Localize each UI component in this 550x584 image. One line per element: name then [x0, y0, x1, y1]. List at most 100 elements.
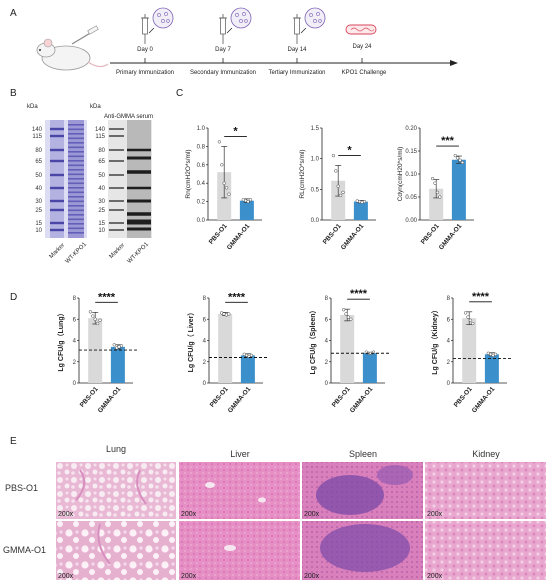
- significance-label: ****: [472, 291, 490, 303]
- y-tick-label: 0.05: [405, 195, 417, 201]
- magnification-label: 200x: [427, 511, 443, 518]
- gel-band: [68, 142, 84, 144]
- gel-band: [68, 205, 84, 207]
- blot-band: [127, 148, 151, 152]
- y-tick-label: 4: [447, 339, 451, 345]
- gel-band: [68, 200, 84, 203]
- gel-band: [68, 191, 84, 194]
- y-tick-label: 0.2: [197, 200, 206, 206]
- blot-band: [127, 199, 151, 203]
- data-point: [220, 163, 224, 167]
- y-axis-label: Lg CFU/g（Spleen）: [309, 306, 317, 374]
- gel-band: [68, 146, 84, 149]
- data-point: [453, 153, 457, 158]
- significance-label: ****: [350, 288, 368, 300]
- stage-label: Primary Immunization: [116, 70, 174, 76]
- y-tick-label: 2: [447, 360, 451, 366]
- bacteria-capsule-icon: [345, 24, 377, 35]
- magnification-label: 200x: [181, 511, 197, 518]
- data-point: [341, 190, 345, 195]
- histology-image-lung-gmma: 200x: [56, 521, 176, 580]
- y-axis-label: Lg CFU/g（Lung）: [57, 309, 65, 371]
- data-point: [246, 199, 250, 204]
- bacteria-dish-icon: [300, 7, 326, 34]
- y-tick-label: 4: [203, 339, 207, 345]
- bar: [331, 180, 346, 220]
- histology-column-title: Kidney: [472, 449, 500, 459]
- panel-b-letter: B: [10, 88, 17, 99]
- category-label: GMMA-O1: [349, 385, 375, 414]
- histology-column-title: Liver: [230, 449, 250, 459]
- gel-band: [68, 209, 84, 212]
- category-label: GMMA-O1: [471, 385, 497, 414]
- western-blot: [108, 120, 152, 238]
- gel-band: [50, 199, 64, 203]
- lane-label: WT-KPO1: [65, 241, 89, 265]
- category-label: GMMA-O1: [226, 222, 252, 251]
- y-tick-label: 0.00: [405, 218, 417, 224]
- blot-band: [109, 200, 124, 202]
- gel-band: [50, 148, 64, 152]
- category-label: PBS-O1: [209, 385, 230, 408]
- data-point: [119, 344, 124, 348]
- gel-band: [68, 124, 84, 126]
- kda-label: kDa: [27, 104, 38, 110]
- mouse-icon: [36, 25, 109, 71]
- kda-tick-label: 40: [98, 186, 105, 192]
- blot-band: [109, 229, 124, 231]
- y-tick-label: 0.20: [405, 126, 417, 132]
- histology-image-spleen-gmma: 200x: [302, 521, 423, 580]
- gel-band: [50, 221, 64, 225]
- y-tick-label: 8: [447, 296, 451, 302]
- kda-tick-label: 30: [35, 199, 42, 205]
- gel-band: [68, 223, 84, 225]
- magnification-label: 200x: [181, 573, 197, 580]
- data-point: [435, 190, 440, 195]
- y-tick-label: 0: [447, 381, 451, 387]
- panel-a: A: [10, 7, 458, 76]
- gel-band: [68, 232, 84, 234]
- y-tick-label: 0.5: [311, 187, 320, 193]
- stage-label: KPO1 Challenge: [342, 70, 387, 76]
- bar-chart: 0.0 0.2 0.4 0.6 0.8 1.0 Rn(cmH2O*s/ml) PBS-O1GM…: [185, 125, 262, 251]
- data-point: [91, 314, 95, 318]
- data-point: [331, 153, 336, 158]
- data-point: [93, 317, 97, 321]
- data-point: [248, 198, 253, 202]
- y-tick-label: 1.5: [311, 126, 320, 132]
- blot-band: [127, 212, 151, 216]
- gel-band: [50, 228, 64, 232]
- data-point: [346, 315, 351, 319]
- data-point: [471, 321, 475, 326]
- gel-band: [50, 134, 64, 138]
- blot-band: [109, 128, 124, 130]
- category-label: GMMA-O1: [97, 385, 123, 414]
- y-tick-label: 0.8: [197, 144, 206, 150]
- data-point: [460, 160, 465, 165]
- y-tick-label: 0.6: [197, 163, 206, 169]
- timeline-arrowhead: [450, 60, 458, 66]
- bar: [451, 159, 466, 220]
- magnification-label: 200x: [58, 511, 74, 518]
- kda-tick-label: 30: [98, 199, 105, 205]
- gel-band: [50, 173, 64, 177]
- kda-tick-label: 25: [35, 208, 42, 214]
- gel-band: [50, 208, 64, 212]
- kda-tick-label: 50: [98, 173, 105, 179]
- gel-band: [68, 214, 84, 216]
- y-tick-label: 4: [73, 339, 77, 345]
- gel-band: [68, 151, 84, 153]
- bacteria-dish-icon: [226, 7, 252, 34]
- kda-tick-label: 65: [35, 159, 42, 165]
- panel-e: E Lung Liver Spleen Kidney PBS-O1 GMMA-O…: [3, 436, 546, 580]
- y-tick-label: 0: [73, 381, 77, 387]
- y-tick-label: 6: [203, 317, 207, 323]
- blot-band: [109, 160, 124, 162]
- panel-e-letter: E: [10, 436, 17, 447]
- coomassie-gel: [45, 120, 87, 238]
- data-point: [456, 156, 460, 160]
- gel-title: Anti-GMMA serum: [104, 114, 153, 120]
